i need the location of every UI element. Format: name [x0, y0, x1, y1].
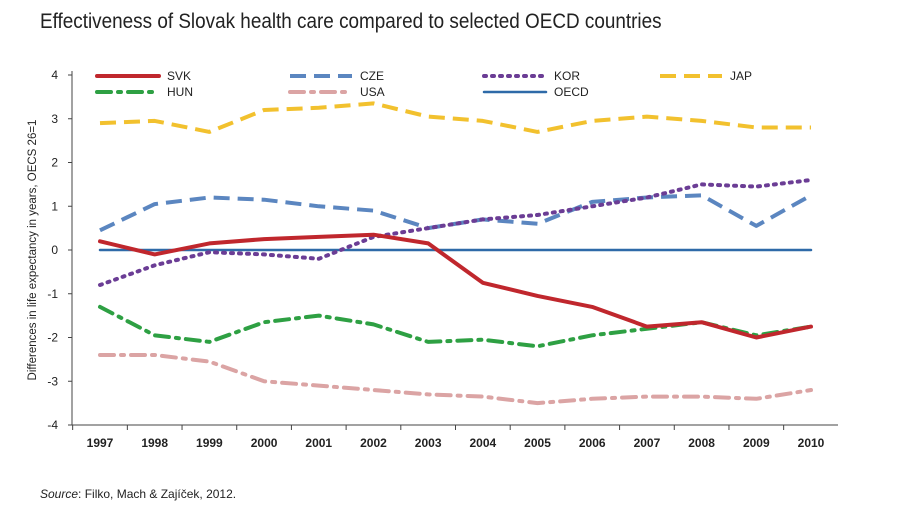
y-tick-label: 4 — [51, 68, 58, 82]
x-tick-label: 1997 — [87, 436, 114, 450]
series-line-usa — [98, 353, 813, 406]
y-tick-label: -4 — [47, 418, 58, 432]
legend-label-cze: CZE — [360, 69, 384, 83]
legend-label-hun: HUN — [167, 85, 193, 99]
legend: SVK CZE KOR JAP HUN USA OECD — [95, 69, 752, 99]
series-line-kor — [98, 178, 813, 287]
legend-label-oecd: OECD — [554, 85, 589, 99]
x-tick-label: 2003 — [415, 436, 442, 450]
x-tick-label: 2008 — [688, 436, 715, 450]
series-line-svk — [98, 232, 813, 340]
x-tick-label: 2006 — [579, 436, 606, 450]
y-tick-label: 1 — [51, 199, 58, 213]
source-note: Source: Filko, Mach & Zajíček, 2012. — [40, 487, 236, 501]
y-tick-label: 0 — [51, 243, 58, 257]
legend-label-usa: USA — [360, 85, 385, 99]
x-tick-label: 2009 — [743, 436, 770, 450]
series-line-hun — [98, 304, 813, 349]
y-tick-label: 3 — [51, 112, 58, 126]
y-tick-label: -2 — [47, 331, 58, 345]
y-tick-label: -1 — [47, 287, 58, 301]
x-tick-label: 2005 — [524, 436, 551, 450]
y-tick-label: -3 — [47, 374, 58, 388]
x-axis: 1997 1998 1999 2000 2001 2002 2003 2004 2005 2006… — [72, 424, 838, 450]
legend-label-jap: JAP — [730, 69, 752, 83]
legend-label-kor: KOR — [554, 69, 580, 83]
source-label: Source — [40, 487, 79, 501]
y-axis-title: Differences in life expectancy in years,… — [27, 120, 39, 381]
series-layer — [98, 101, 813, 406]
legend-label-svk: SVK — [167, 69, 191, 83]
y-axis: 4 3 2 1 0 -1 -2 -3 -4 — [47, 68, 73, 432]
chart-title: Effectiveness of Slovak health care comp… — [40, 10, 662, 33]
x-tick-label: 2000 — [251, 436, 278, 450]
x-tick-label: 2010 — [798, 436, 825, 450]
y-tick-label: 2 — [51, 156, 58, 170]
x-tick-label: 2004 — [469, 436, 496, 450]
x-tick-label: 2007 — [634, 436, 661, 450]
x-tick-label: 2002 — [360, 436, 387, 450]
series-line-cze — [99, 193, 812, 233]
series-line-jap — [99, 101, 811, 134]
source-text: : Filko, Mach & Zajíček, 2012. — [78, 487, 237, 501]
x-tick-label: 1998 — [141, 436, 168, 450]
x-tick-label: 2001 — [305, 436, 332, 450]
x-tick-label: 1999 — [196, 436, 223, 450]
